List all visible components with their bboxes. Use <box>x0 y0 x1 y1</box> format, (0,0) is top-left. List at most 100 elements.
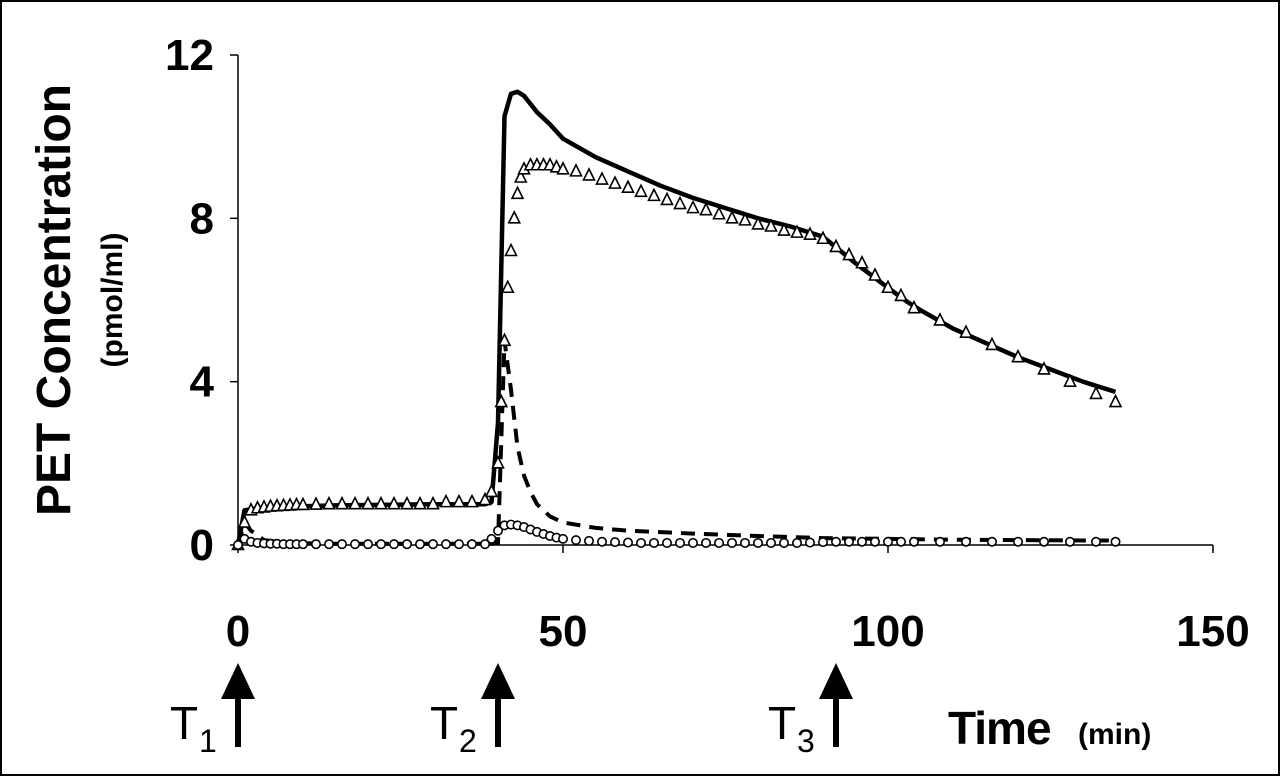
triangle-data-point <box>595 171 609 185</box>
triangle-data-point <box>237 514 252 528</box>
triangle-data-point <box>413 495 427 510</box>
y-ticks: 0 4 8 12 <box>165 31 238 570</box>
arrow-shaft <box>495 697 501 747</box>
triangle-data-point <box>296 496 310 511</box>
arrow-up-icon <box>819 663 853 699</box>
triangle-data-point <box>497 332 512 347</box>
triangle-data-point <box>608 175 622 189</box>
solid-series-line <box>235 89 1117 546</box>
circle-data-point <box>726 537 737 548</box>
circle-data-point <box>661 537 672 548</box>
circle-data-point <box>648 537 659 548</box>
triangle-data-point <box>764 218 778 232</box>
triangle-data-point <box>507 210 522 224</box>
y-tick-label: 8 <box>190 194 214 243</box>
circle-data-point <box>752 537 763 548</box>
circle-data-point <box>310 539 321 550</box>
triangle-data-point <box>374 495 388 510</box>
circle-data-point <box>583 535 594 546</box>
triangle-data-point <box>400 495 414 510</box>
circle-data-point <box>1012 536 1023 547</box>
circle-data-point <box>388 539 399 550</box>
circle-data-point <box>934 536 945 547</box>
triangle-data-point <box>1037 361 1051 375</box>
time-marker-subscript: 3 <box>797 723 815 759</box>
circle-data-point <box>362 539 373 550</box>
triangle-data-point <box>933 312 947 326</box>
circle-data-point <box>492 525 503 536</box>
circle-data-point <box>635 537 646 548</box>
triangle-data-point <box>751 216 765 230</box>
triangle-data-point <box>777 222 791 236</box>
triangle-data-point <box>1063 373 1077 387</box>
x-tick-label: 100 <box>851 607 924 656</box>
circle-data-point <box>609 537 620 548</box>
triangle-data-point <box>452 493 466 508</box>
triangle-data-point <box>634 183 648 198</box>
circle-data-point <box>557 533 568 544</box>
triangle-data-point <box>322 495 336 510</box>
circle-data-point <box>986 536 997 547</box>
y-tick-label: 12 <box>165 31 214 80</box>
time-marker-label: T <box>170 697 198 749</box>
circle-data-point <box>486 533 497 544</box>
circle-data-point <box>687 537 698 548</box>
circle-data-point <box>297 539 308 550</box>
arrow-shaft <box>235 697 241 747</box>
triangle-data-point <box>491 455 505 469</box>
triangle-data-point <box>348 495 362 510</box>
circle-data-point <box>882 536 893 547</box>
series-layer <box>231 89 1123 551</box>
x-axis-title: Time <box>948 702 1051 754</box>
circle-data-point <box>466 539 477 550</box>
triangle-data-point <box>959 324 973 338</box>
circle-data-point <box>713 537 724 548</box>
circle-data-point <box>1091 536 1102 547</box>
triangle-data-point <box>465 493 479 508</box>
x-tick-label: 50 <box>539 607 588 656</box>
triangle-data-point <box>439 493 453 508</box>
circle-data-point <box>700 537 711 548</box>
circle-data-point <box>414 539 425 550</box>
circle-data-point <box>596 536 607 547</box>
triangle-data-point <box>725 210 739 224</box>
time-marker-label: T <box>768 697 796 749</box>
triangle-data-point <box>621 179 635 194</box>
y-axis-title: PET Concentration <box>28 84 81 516</box>
triangle-data-point <box>855 254 869 269</box>
triangle-data-point <box>478 491 492 506</box>
circle-data-point <box>233 539 244 550</box>
triangle-data-point <box>868 267 882 281</box>
x-ticks: 0 50 100 150 <box>226 545 1250 656</box>
triangle-data-point <box>1089 385 1103 400</box>
triangle-data-point <box>361 495 375 510</box>
circle-data-point <box>1065 536 1076 547</box>
circle-data-point <box>791 537 802 548</box>
circle-data-point <box>375 539 386 550</box>
circle-data-point <box>778 537 789 548</box>
circle-data-point <box>843 536 854 547</box>
circle-data-point <box>895 536 906 547</box>
x-axis-unit: (min) <box>1078 718 1151 751</box>
arrow-up-icon <box>221 663 255 699</box>
dashed-series-line <box>236 338 1116 546</box>
triangle-data-point <box>881 279 895 294</box>
circle-data-point <box>960 536 971 547</box>
triangle-data-point <box>582 167 596 181</box>
triangle-data-point <box>1108 393 1123 408</box>
triangle-data-point <box>387 495 401 510</box>
circle-data-point <box>336 539 347 550</box>
arrow-shaft <box>833 697 839 747</box>
circle-data-point <box>804 537 815 548</box>
circle-data-point <box>622 537 633 548</box>
circle-data-point <box>1110 536 1121 547</box>
circle-data-point <box>440 539 451 550</box>
circle-data-point <box>908 536 919 547</box>
triangle-data-point <box>426 495 440 510</box>
triangle-data-point <box>803 226 817 240</box>
